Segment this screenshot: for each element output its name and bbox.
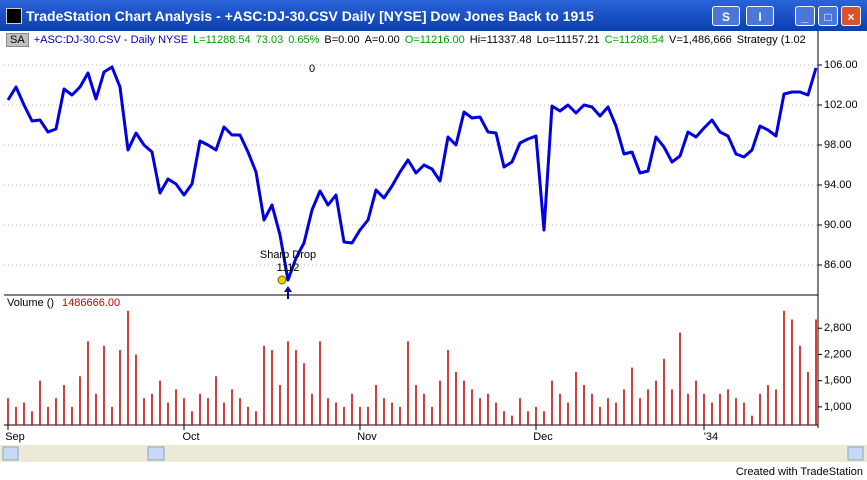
app-icon (6, 8, 22, 24)
last-value: 1486666.00 (62, 297, 120, 309)
info-item: 0.65% (288, 33, 320, 46)
info-item: Lo=11157.21 (536, 33, 600, 46)
s-button[interactable]: S (712, 6, 740, 26)
info-item: O=11216.00 (404, 33, 465, 46)
y-tick-label: 2,200 (824, 348, 852, 360)
info-item: A=0.00 (364, 33, 400, 46)
signal-arrow (284, 286, 292, 299)
info-item: +ASC:DJ-30.CSV - Daily NYSE (33, 33, 189, 46)
symbol-box: SA (6, 32, 29, 47)
info-item: V=1,486,666 (669, 33, 732, 46)
annotation: 1112 (277, 262, 300, 274)
background (0, 31, 867, 428)
x-tick-label: Oct (182, 431, 199, 443)
info-item: B=0.00 (324, 33, 360, 46)
y-tick-label: 2,800 (824, 322, 852, 334)
info-item: Hi=11337.48 (469, 33, 532, 46)
footer: Created with TradeStation (735, 466, 863, 478)
footer-bg (0, 462, 867, 480)
info-item: L=11288.54 (193, 33, 251, 46)
minimize-button[interactable]: _ (795, 6, 815, 26)
y-tick-label: 1,600 (824, 375, 852, 387)
x-tick-label: Dec (533, 431, 553, 443)
maximize-button[interactable]: □ (818, 6, 838, 26)
title-bar: TradeStation Chart Analysis - +ASC:DJ-30… (0, 0, 867, 31)
close-button[interactable]: × (841, 6, 861, 26)
x-tick-label: '34 (704, 431, 718, 443)
x-tick-label: Sep (5, 431, 25, 443)
x-tick-label: Nov (357, 431, 377, 443)
y-tick-label: 1,000 (824, 401, 852, 413)
info-line: SA +ASC:DJ-30.CSV - Daily NYSE L=11288.54… (0, 31, 820, 48)
y-tick-label: 86.00 (824, 259, 852, 271)
y-tick-label: 90.00 (824, 219, 852, 231)
scroll-right[interactable] (847, 446, 864, 461)
y-tick-label: 94.00 (824, 179, 852, 191)
annotation: 0 (309, 63, 315, 75)
annotation: Sharp Drop (260, 249, 316, 261)
info-item: C=11288.54 (604, 33, 664, 46)
scroll-left[interactable] (2, 446, 19, 461)
y-tick-label: 106.00 (824, 59, 858, 71)
price-line (6, 65, 818, 282)
window-title: TradeStation Chart Analysis - +ASC:DJ-30… (26, 8, 594, 24)
scroll-thumb[interactable] (147, 446, 165, 461)
info-item: Strategy (1.02 (736, 33, 806, 46)
panel-title: Volume () (7, 297, 54, 309)
info-item: 73.03 (255, 33, 284, 46)
y-tick-label: 102.00 (824, 99, 858, 111)
i-button[interactable]: I (746, 6, 774, 26)
y-tick-label: 98.00 (824, 139, 852, 151)
scrollbar[interactable] (0, 445, 867, 462)
signal-marker (277, 275, 287, 285)
